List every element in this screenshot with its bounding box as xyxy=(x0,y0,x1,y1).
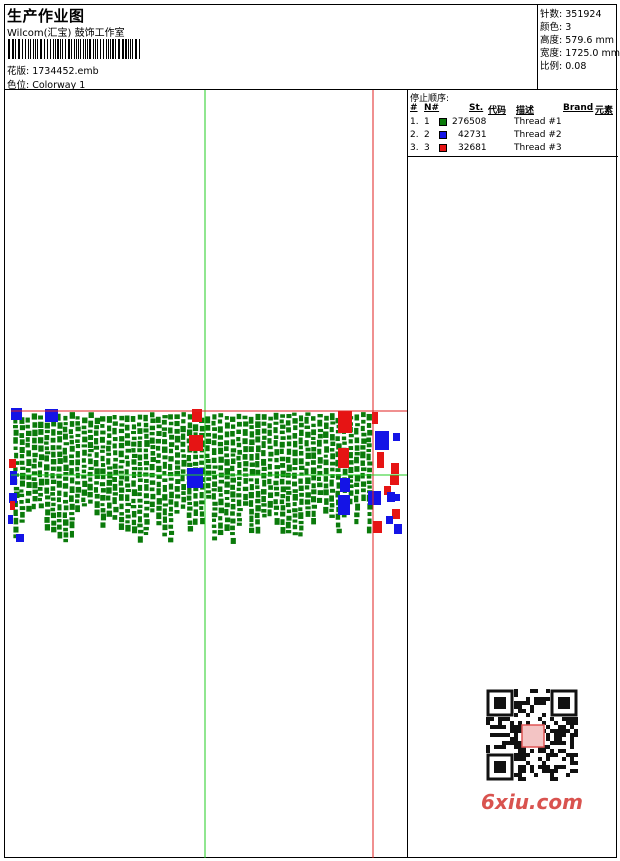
studio-name: Wilcom(汇宝) 鼓饰工作室 xyxy=(7,28,125,39)
qr-code-icon xyxy=(486,689,578,781)
embroidery-preview xyxy=(8,90,407,858)
stop-sequence-panel: 停止顺序: # N# St. 代码 描述 Brand 元素 1. 1 27650… xyxy=(408,90,618,156)
col-stitches: St. xyxy=(469,103,484,113)
stat-scale: 比例: 0.08 xyxy=(540,61,587,72)
watermark-block xyxy=(471,681,589,817)
col-index: # xyxy=(410,103,418,113)
stat-height: 高度: 579.6 mm xyxy=(540,35,614,46)
col-code: 代码 xyxy=(488,106,507,116)
barcode-icon xyxy=(8,39,140,59)
stat-colors: 颜色: 3 xyxy=(540,22,572,33)
panel-divider xyxy=(408,156,618,157)
page-title: 生产作业图 xyxy=(7,7,85,25)
thread-swatch xyxy=(439,118,447,126)
colorway-label: 色位: Colorway 1 xyxy=(7,80,86,91)
col-brand: Brand xyxy=(563,103,594,113)
design-preview-canvas xyxy=(5,90,408,858)
header-info: 生产作业图 Wilcom(汇宝) 鼓饰工作室 花版: 1734452.emb 色… xyxy=(5,5,537,91)
thread-swatch xyxy=(439,131,447,139)
col-description: 描述 xyxy=(516,106,535,116)
design-file: 花版: 1734452.emb xyxy=(7,66,99,77)
stat-width: 宽度: 1725.0 mm xyxy=(540,48,620,59)
col-number: N# xyxy=(424,103,440,113)
col-element: 元素 xyxy=(595,106,614,116)
embroidery-design xyxy=(8,408,402,544)
production-worksheet: 生产作业图 Wilcom(汇宝) 鼓饰工作室 花版: 1734452.emb 色… xyxy=(4,4,620,858)
watermark-site: 6xiu.com xyxy=(481,790,583,814)
stop-sequence-title: 停止顺序: xyxy=(410,94,450,104)
stat-stitches: 针数: 351924 xyxy=(540,9,602,20)
thread-swatch xyxy=(439,144,447,152)
header-divider xyxy=(5,89,618,90)
stats-panel: 针数: 351924 颜色: 3 高度: 579.6 mm 宽度: 1725.0… xyxy=(537,5,620,89)
